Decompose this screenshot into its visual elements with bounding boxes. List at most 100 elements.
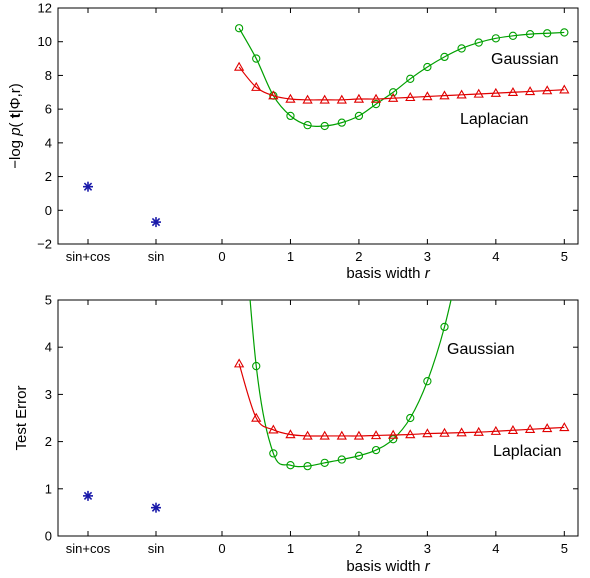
y-tick-label: 1 xyxy=(45,481,52,496)
series-line xyxy=(238,363,565,437)
x-tick-label: 1 xyxy=(287,541,294,556)
x-axis-label-text: basis width xyxy=(346,265,424,282)
data-point xyxy=(423,62,432,72)
data-point xyxy=(285,429,296,439)
data-point xyxy=(422,428,433,438)
x-tick-label: 5 xyxy=(561,541,568,556)
y-tick-label: 2 xyxy=(45,434,52,449)
y-tick-label: 0 xyxy=(45,203,52,218)
point-sin+cos-marker xyxy=(83,490,93,501)
x-tick-label: 2 xyxy=(355,541,362,556)
data-point xyxy=(336,94,347,104)
data-point xyxy=(337,118,346,127)
y-axis-label-part: |Φ,r) xyxy=(7,83,24,113)
series-laplacian xyxy=(233,61,570,104)
data-point xyxy=(233,61,245,71)
series-line xyxy=(249,300,452,468)
data-point xyxy=(371,445,381,455)
data-point xyxy=(320,121,329,131)
y-axis-label: Test Error xyxy=(13,385,30,450)
data-point xyxy=(559,84,570,94)
data-point xyxy=(370,93,382,103)
data-point xyxy=(405,92,416,102)
data-point xyxy=(507,424,519,434)
data-point xyxy=(474,38,483,47)
y-tick-label: 3 xyxy=(45,387,52,402)
data-point xyxy=(319,94,330,104)
data-point xyxy=(371,99,381,109)
plot-frame xyxy=(57,299,579,537)
series-gaussian xyxy=(234,24,569,131)
y-axis-label: −log p( t|Φ,r) xyxy=(7,83,24,169)
data-point xyxy=(252,54,261,63)
data-point xyxy=(337,455,346,464)
x-tick-label: 2 xyxy=(355,249,362,264)
y-tick-label: 4 xyxy=(45,340,52,355)
x-axis-label-var: r xyxy=(425,558,431,575)
data-point xyxy=(457,44,466,53)
data-point xyxy=(490,87,501,97)
data-point xyxy=(389,435,398,444)
x-tick-label: 0 xyxy=(218,249,225,264)
data-point xyxy=(268,424,279,434)
y-tick-label: 10 xyxy=(38,34,52,49)
data-point xyxy=(251,81,262,91)
y-axis-label-part: ( xyxy=(7,118,24,127)
x-tick-label: 4 xyxy=(492,249,499,264)
y-tick-label: 2 xyxy=(45,169,52,184)
data-point xyxy=(320,458,329,467)
data-point xyxy=(456,89,467,99)
data-point xyxy=(508,31,518,40)
cat-tick-label: sin+cos xyxy=(66,249,111,264)
x-axis-label: basis width r xyxy=(346,558,430,575)
series-label-laplacian: Laplacian xyxy=(493,443,562,460)
data-point xyxy=(524,86,536,96)
data-point xyxy=(286,461,295,470)
data-point xyxy=(422,91,433,101)
data-point xyxy=(286,111,295,121)
data-point xyxy=(543,29,552,38)
x-tick-label: 0 xyxy=(218,541,225,556)
series-line xyxy=(238,66,565,101)
data-point xyxy=(542,423,553,433)
data-point xyxy=(353,93,365,103)
y-tick-label: 5 xyxy=(45,293,52,308)
x-tick-label: 3 xyxy=(424,249,431,264)
data-point xyxy=(336,430,347,440)
data-point xyxy=(490,425,501,435)
data-point xyxy=(524,424,536,434)
data-point xyxy=(302,94,313,104)
data-point xyxy=(423,377,432,386)
x-tick-label: 1 xyxy=(287,249,294,264)
chart-2: 0 1 2 3 4 5 0 1 2 3 4 5 sin+cos sin Gaussian Laplacian b… xyxy=(13,155,579,575)
cat-tick-label: sin+cos xyxy=(66,541,111,556)
point-sin-marker xyxy=(151,217,161,228)
data-point xyxy=(439,427,450,437)
data-point xyxy=(440,322,449,332)
data-point xyxy=(285,93,296,103)
series-label-gaussian: Gaussian xyxy=(447,341,515,358)
data-point xyxy=(251,412,262,422)
data-point xyxy=(234,24,244,33)
data-point xyxy=(456,427,467,437)
data-point xyxy=(233,358,245,368)
data-point xyxy=(303,461,312,471)
plot-frame xyxy=(57,7,579,245)
data-point xyxy=(354,111,364,121)
data-point xyxy=(458,249,465,256)
data-point xyxy=(252,361,261,371)
x-axis-label-text: basis width xyxy=(346,558,424,575)
data-point xyxy=(559,422,570,432)
data-point xyxy=(491,34,500,43)
y-tick-label: 4 xyxy=(45,135,52,150)
data-point xyxy=(354,451,364,460)
data-point xyxy=(560,28,569,37)
data-point xyxy=(473,426,484,436)
data-point xyxy=(507,86,519,96)
x-axis-label: basis width r xyxy=(346,265,430,282)
data-point xyxy=(236,155,243,162)
data-point xyxy=(525,29,535,39)
data-point xyxy=(268,90,279,100)
data-point xyxy=(406,413,415,423)
